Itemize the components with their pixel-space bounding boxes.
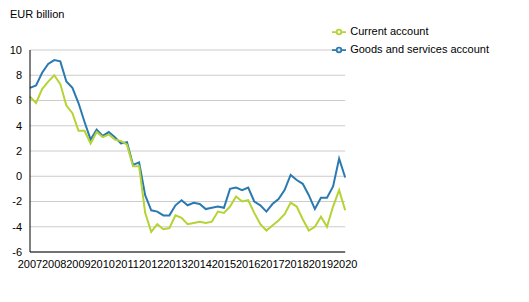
html-text:Current account: Current account (350, 25, 429, 37)
svg-text:2016: 2016 (236, 258, 260, 270)
svg-text:10: 10 (10, 44, 22, 56)
svg-text:2008: 2008 (42, 258, 66, 270)
svg-text:8: 8 (16, 69, 22, 81)
svg-text:-2: -2 (12, 195, 22, 207)
svg-text:2013: 2013 (163, 258, 187, 270)
svg-text:2015: 2015 (212, 258, 236, 270)
svg-text:-6: -6 (12, 246, 22, 258)
svg-text:2010: 2010 (90, 258, 114, 270)
svg-text:6: 6 (16, 94, 22, 106)
svg-text:2019: 2019 (309, 258, 333, 270)
svg-text:4: 4 (16, 120, 22, 132)
svg-text:2007: 2007 (18, 258, 42, 270)
svg-text:2018: 2018 (284, 258, 308, 270)
svg-text:2: 2 (16, 145, 22, 157)
svg-text:-4: -4 (12, 221, 22, 233)
svg-text:2014: 2014 (187, 258, 211, 270)
svg-text:2020: 2020 (333, 258, 357, 270)
svg-text:2017: 2017 (260, 258, 284, 270)
svg-text:2009: 2009 (66, 258, 90, 270)
html-text:Goods and services account: Goods and services account (350, 43, 489, 55)
svg-text:2011: 2011 (115, 258, 139, 270)
html-text:EUR billion: EUR billion (10, 8, 65, 20)
svg-text:0: 0 (16, 170, 22, 182)
svg-text:2012: 2012 (139, 258, 163, 270)
